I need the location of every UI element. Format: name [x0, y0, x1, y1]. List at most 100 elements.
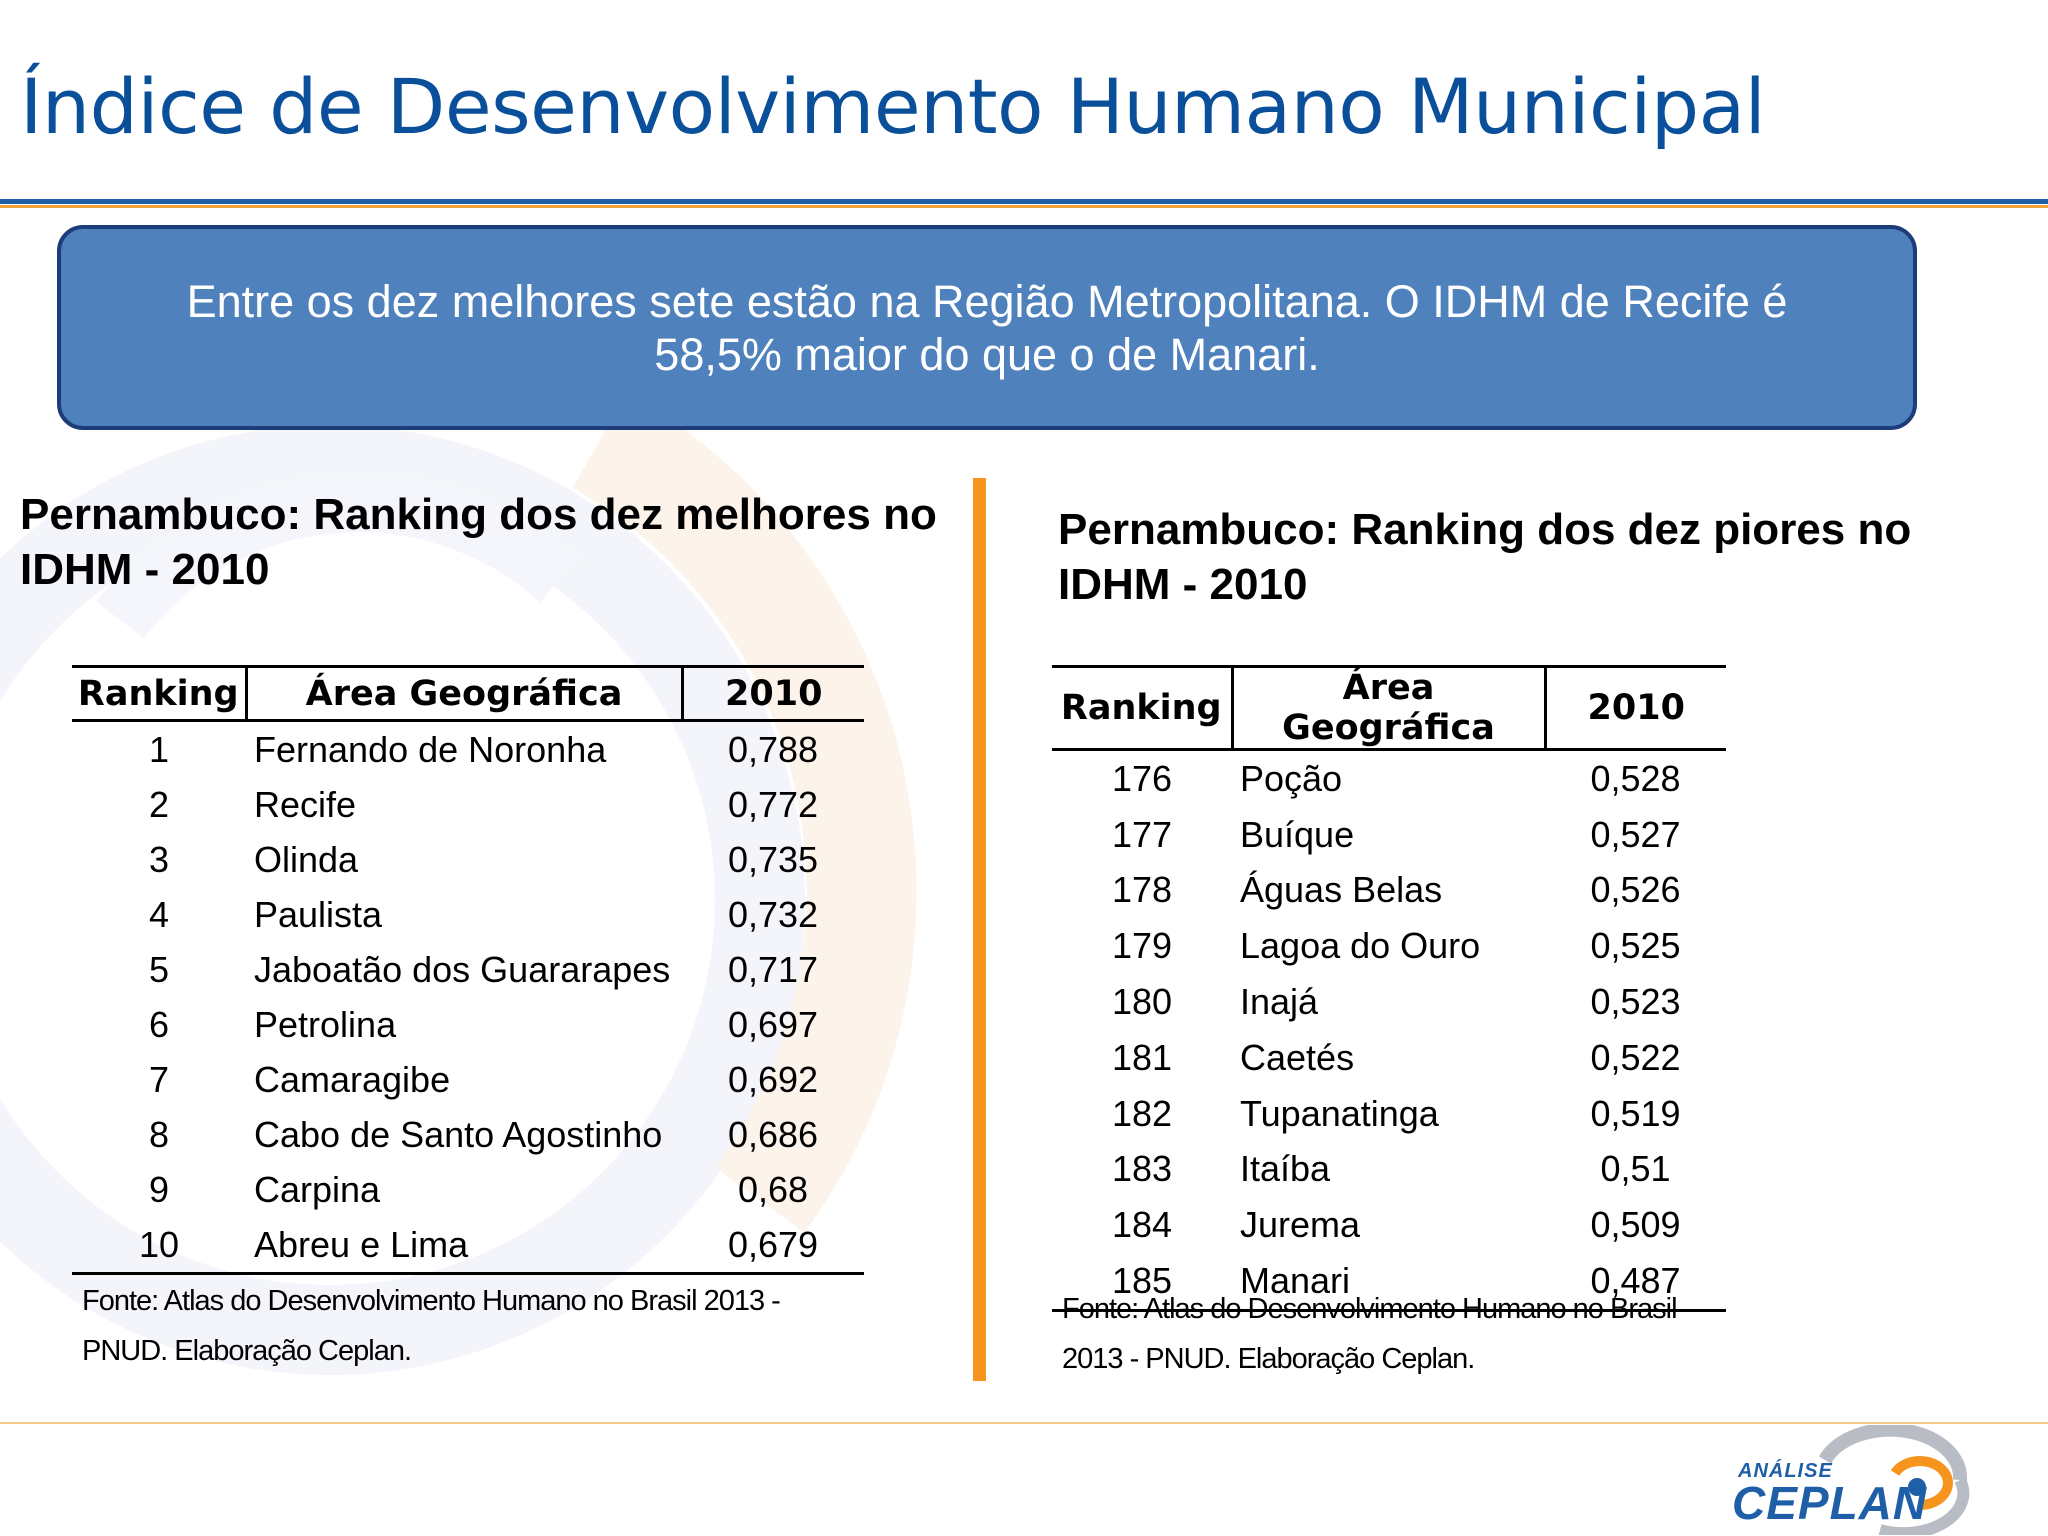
idhm-cell: 0,523	[1590, 981, 1681, 1023]
table-row: 7 Camaragibe 0,692	[72, 1052, 864, 1107]
area-cell: Petrolina	[254, 1003, 397, 1045]
table-row: 10 Abreu e Lima 0,679	[72, 1217, 864, 1275]
logo-wordmark: CEPLAN	[1732, 1477, 1928, 1529]
table-row: 179 Lagoa do Ouro 0,525	[1052, 918, 1726, 974]
rank-cell: 3	[148, 838, 170, 880]
idhm-cell: 0,732	[727, 893, 819, 935]
table-row: 9 Carpina 0,68	[72, 1162, 864, 1217]
footer-rule	[0, 1422, 2048, 1424]
idhm-cell: 0,528	[1590, 757, 1681, 799]
column-header-area: Área Geográfica	[1230, 665, 1547, 751]
table-row: 185 Manari 0,487	[1052, 1253, 1726, 1312]
rank-cell: 179	[1111, 925, 1173, 967]
rank-cell: 8	[148, 1113, 170, 1155]
table-row: 183 Itaíba 0,51	[1052, 1142, 1726, 1198]
idhm-cell: 0,68	[737, 1168, 809, 1210]
column-header-ranking: Ranking	[72, 665, 246, 722]
rank-cell: 10	[72, 1217, 246, 1275]
table-row: 177 Buíque 0,527	[1052, 807, 1726, 863]
table-row: 184 Jurema 0,509	[1052, 1197, 1726, 1253]
area-cell: Lagoa do Ouro	[1240, 925, 1481, 967]
area-cell: Fernando de Noronha	[254, 728, 607, 770]
ceplan-logo-swirl-icon	[1818, 1425, 1970, 1535]
table-row: 5 Jaboatão dos Guararapes 0,717	[72, 942, 864, 997]
rank-cell: 4	[148, 893, 170, 935]
idhm-cell: 0,788	[727, 728, 819, 770]
area-cell: Abreu e Lima	[246, 1217, 682, 1275]
idhm-cell: 0,525	[1590, 925, 1681, 967]
area-cell: Jurema	[1240, 1204, 1361, 1246]
table-row: 3 Olinda 0,735	[72, 832, 864, 887]
table-row: 6 Petrolina 0,697	[72, 997, 864, 1052]
area-cell: Paulista	[254, 893, 383, 935]
area-cell: Poção	[1240, 757, 1343, 799]
table-row: 8 Cabo de Santo Agostinho 0,686	[72, 1107, 864, 1162]
area-cell: Carpina	[254, 1168, 381, 1210]
table-header-row: Ranking Área Geográfica 2010	[1052, 665, 1726, 751]
column-header-year: 2010	[682, 665, 864, 722]
area-cell: Olinda	[254, 838, 359, 880]
area-cell: Recife	[254, 783, 357, 825]
rank-cell: 1	[148, 728, 170, 770]
area-cell: Inajá	[1240, 981, 1319, 1023]
idhm-cell: 0,487	[1545, 1253, 1726, 1312]
rank-cell: 177	[1111, 813, 1173, 855]
header-rule-orange	[0, 205, 2048, 208]
idhm-cell: 0,519	[1590, 1092, 1681, 1134]
worst-ranking-title: Pernambuco: Ranking dos dez piores no ID…	[1058, 505, 1912, 609]
page-title: Índice de Desenvolvimento Humano Municip…	[20, 62, 1766, 151]
column-header-area: Área Geográfica	[244, 665, 684, 722]
area-cell: Águas Belas	[1240, 869, 1443, 911]
rank-cell: 180	[1111, 981, 1173, 1023]
rank-cell: 9	[148, 1168, 170, 1210]
table-row: 182 Tupanatinga 0,519	[1052, 1086, 1726, 1142]
rank-cell: 176	[1111, 757, 1173, 799]
rank-cell: 182	[1111, 1092, 1173, 1134]
worst-table-source-note: Fonte: Atlas do Desenvolvimento Humano n…	[1062, 1293, 1678, 1375]
summary-callout: Entre os dez melhores sete estão na Regi…	[57, 225, 1917, 430]
area-cell: Camaragibe	[254, 1058, 451, 1100]
area-cell: Caetés	[1240, 1036, 1355, 1078]
table-row: 176 Poção 0,528	[1052, 750, 1726, 807]
vertical-divider	[973, 478, 986, 1381]
rank-cell: 183	[1111, 1148, 1173, 1190]
rank-cell: 184	[1111, 1204, 1173, 1246]
idhm-cell: 0,772	[727, 783, 819, 825]
idhm-cell: 0,697	[727, 1003, 819, 1045]
column-header-year: 2010	[1545, 665, 1726, 751]
table-row: 1 Fernando de Noronha 0,788	[72, 721, 864, 778]
idhm-cell: 0,692	[727, 1058, 819, 1100]
idhm-cell: 0,679	[682, 1217, 864, 1275]
logo-subtitle: ANÁLISE	[1738, 1460, 1833, 1482]
area-cell: Itaíba	[1240, 1148, 1331, 1190]
table-header-row: Ranking Área Geográfica 2010	[72, 665, 864, 722]
idhm-cell: 0,686	[727, 1113, 819, 1155]
area-cell: Jaboatão dos Guararapes	[254, 948, 671, 990]
column-header-ranking: Ranking	[1052, 665, 1232, 751]
area-cell: Cabo de Santo Agostinho	[254, 1113, 663, 1155]
best-ranking-table: Ranking Área Geográfica 2010 1 Fernando d…	[72, 665, 864, 1275]
rank-cell: 181	[1111, 1036, 1173, 1078]
background-swirl-watermark	[0, 392, 917, 1375]
rank-cell: 178	[1111, 869, 1173, 911]
idhm-cell: 0,527	[1590, 813, 1681, 855]
table-row: 4 Paulista 0,732	[72, 887, 864, 942]
best-ranking-title: Pernambuco: Ranking dos dez melhores no …	[20, 490, 937, 594]
area-cell: Tupanatinga	[1240, 1092, 1439, 1134]
header-rule-blue	[0, 199, 2048, 204]
area-cell: Buíque	[1240, 813, 1355, 855]
table-row: 178 Águas Belas 0,526	[1052, 863, 1726, 919]
table-row: 2 Recife 0,772	[72, 777, 864, 832]
rank-cell: 5	[148, 948, 170, 990]
rank-cell: 7	[148, 1058, 170, 1100]
table-row: 181 Caetés 0,522	[1052, 1030, 1726, 1086]
callout-text: Entre os dez melhores sete estão na Regi…	[186, 275, 1788, 380]
rank-cell: 185	[1052, 1253, 1232, 1312]
idhm-cell: 0,717	[727, 948, 819, 990]
rank-cell: 2	[148, 783, 170, 825]
area-cell: Manari	[1232, 1253, 1545, 1312]
idhm-cell: 0,509	[1590, 1204, 1681, 1246]
table-row: 180 Inajá 0,523	[1052, 974, 1726, 1030]
idhm-cell: 0,522	[1590, 1036, 1681, 1078]
worst-ranking-table: Ranking Área Geográfica 2010 176 Poção 0,5…	[1052, 665, 1726, 1312]
